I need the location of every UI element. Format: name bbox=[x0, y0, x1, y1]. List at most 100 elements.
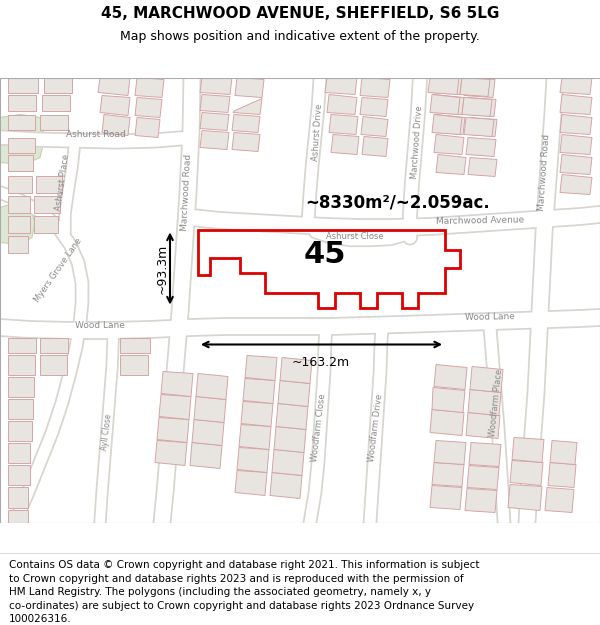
Polygon shape bbox=[100, 96, 130, 116]
Polygon shape bbox=[512, 438, 544, 462]
Polygon shape bbox=[274, 426, 306, 452]
Polygon shape bbox=[329, 114, 358, 134]
Polygon shape bbox=[468, 158, 497, 176]
Polygon shape bbox=[8, 376, 34, 396]
Polygon shape bbox=[331, 134, 359, 154]
Polygon shape bbox=[233, 99, 262, 114]
Polygon shape bbox=[40, 114, 68, 129]
Text: Contains OS data © Crown copyright and database right 2021. This information is : Contains OS data © Crown copyright and d… bbox=[9, 560, 479, 624]
Polygon shape bbox=[510, 461, 543, 486]
Polygon shape bbox=[8, 176, 32, 192]
Polygon shape bbox=[8, 114, 35, 129]
Polygon shape bbox=[190, 442, 222, 469]
Text: Marchwood Drive: Marchwood Drive bbox=[410, 106, 424, 179]
Text: ~8330m²/~2.059ac.: ~8330m²/~2.059ac. bbox=[305, 194, 490, 211]
Polygon shape bbox=[8, 399, 33, 419]
Text: Woodfarm Close: Woodfarm Close bbox=[310, 393, 328, 462]
Polygon shape bbox=[8, 464, 30, 484]
Polygon shape bbox=[470, 366, 503, 392]
Polygon shape bbox=[465, 489, 497, 512]
Polygon shape bbox=[560, 78, 592, 94]
Polygon shape bbox=[36, 176, 62, 192]
Polygon shape bbox=[241, 401, 273, 426]
Polygon shape bbox=[327, 94, 357, 114]
Polygon shape bbox=[430, 94, 460, 114]
Text: Woodfarm Drive: Woodfarm Drive bbox=[367, 393, 385, 462]
Polygon shape bbox=[34, 196, 60, 212]
Polygon shape bbox=[135, 78, 164, 98]
Polygon shape bbox=[360, 98, 388, 116]
Polygon shape bbox=[8, 421, 32, 441]
Polygon shape bbox=[34, 216, 58, 232]
Polygon shape bbox=[161, 371, 193, 396]
Polygon shape bbox=[0, 114, 45, 164]
Text: Ashurst Road: Ashurst Road bbox=[66, 130, 126, 139]
Polygon shape bbox=[192, 419, 224, 446]
Polygon shape bbox=[464, 118, 494, 136]
Polygon shape bbox=[239, 424, 271, 449]
Text: 45: 45 bbox=[304, 240, 346, 269]
Polygon shape bbox=[232, 132, 260, 151]
Polygon shape bbox=[560, 114, 592, 134]
Polygon shape bbox=[430, 78, 462, 94]
Text: ~93.3m: ~93.3m bbox=[155, 243, 169, 294]
Polygon shape bbox=[468, 389, 501, 416]
Polygon shape bbox=[280, 357, 312, 384]
Polygon shape bbox=[8, 78, 38, 92]
Polygon shape bbox=[545, 488, 574, 512]
Polygon shape bbox=[508, 484, 542, 511]
Polygon shape bbox=[560, 134, 592, 154]
Polygon shape bbox=[135, 118, 160, 138]
Polygon shape bbox=[550, 441, 577, 464]
Polygon shape bbox=[120, 338, 150, 352]
Polygon shape bbox=[468, 118, 497, 136]
Polygon shape bbox=[466, 98, 496, 116]
Polygon shape bbox=[102, 114, 130, 136]
Polygon shape bbox=[434, 441, 466, 464]
Polygon shape bbox=[135, 98, 162, 118]
Text: Wood Lane: Wood Lane bbox=[465, 312, 515, 322]
Polygon shape bbox=[469, 442, 501, 466]
Polygon shape bbox=[8, 442, 30, 462]
Polygon shape bbox=[467, 466, 499, 489]
Polygon shape bbox=[432, 94, 464, 114]
Polygon shape bbox=[235, 471, 267, 496]
Polygon shape bbox=[434, 134, 464, 154]
Polygon shape bbox=[428, 78, 459, 94]
Polygon shape bbox=[42, 94, 70, 111]
Polygon shape bbox=[44, 78, 72, 92]
Polygon shape bbox=[40, 338, 68, 352]
Polygon shape bbox=[466, 138, 496, 156]
Polygon shape bbox=[560, 174, 592, 194]
Polygon shape bbox=[466, 412, 500, 439]
Text: 45, MARCHWOOD AVENUE, SHEFFIELD, S6 5LG: 45, MARCHWOOD AVENUE, SHEFFIELD, S6 5LG bbox=[101, 6, 499, 21]
Polygon shape bbox=[40, 354, 67, 374]
Polygon shape bbox=[432, 114, 462, 134]
Polygon shape bbox=[8, 196, 30, 212]
Text: Ashurst Close: Ashurst Close bbox=[326, 232, 384, 241]
Polygon shape bbox=[194, 396, 226, 422]
Polygon shape bbox=[272, 449, 304, 476]
Polygon shape bbox=[270, 472, 302, 499]
Polygon shape bbox=[560, 154, 592, 174]
Polygon shape bbox=[362, 136, 388, 156]
Polygon shape bbox=[460, 78, 490, 96]
Polygon shape bbox=[276, 404, 308, 429]
Text: Marchwood Road: Marchwood Road bbox=[537, 134, 551, 211]
Text: Ashurst Place: Ashurst Place bbox=[53, 154, 70, 211]
Text: Map shows position and indicative extent of the property.: Map shows position and indicative extent… bbox=[120, 30, 480, 43]
Polygon shape bbox=[8, 338, 36, 352]
Text: Woodfarm Place: Woodfarm Place bbox=[488, 368, 504, 437]
Polygon shape bbox=[436, 154, 466, 174]
Polygon shape bbox=[200, 78, 232, 94]
Polygon shape bbox=[8, 354, 35, 374]
Text: ~163.2m: ~163.2m bbox=[292, 356, 350, 369]
Text: Ayll Close: Ayll Close bbox=[100, 414, 114, 451]
Polygon shape bbox=[200, 112, 229, 131]
Polygon shape bbox=[8, 94, 36, 111]
Polygon shape bbox=[360, 78, 390, 98]
Text: Marchwood Road: Marchwood Road bbox=[181, 154, 194, 231]
Polygon shape bbox=[8, 509, 28, 522]
Polygon shape bbox=[243, 379, 275, 404]
Polygon shape bbox=[432, 388, 465, 412]
